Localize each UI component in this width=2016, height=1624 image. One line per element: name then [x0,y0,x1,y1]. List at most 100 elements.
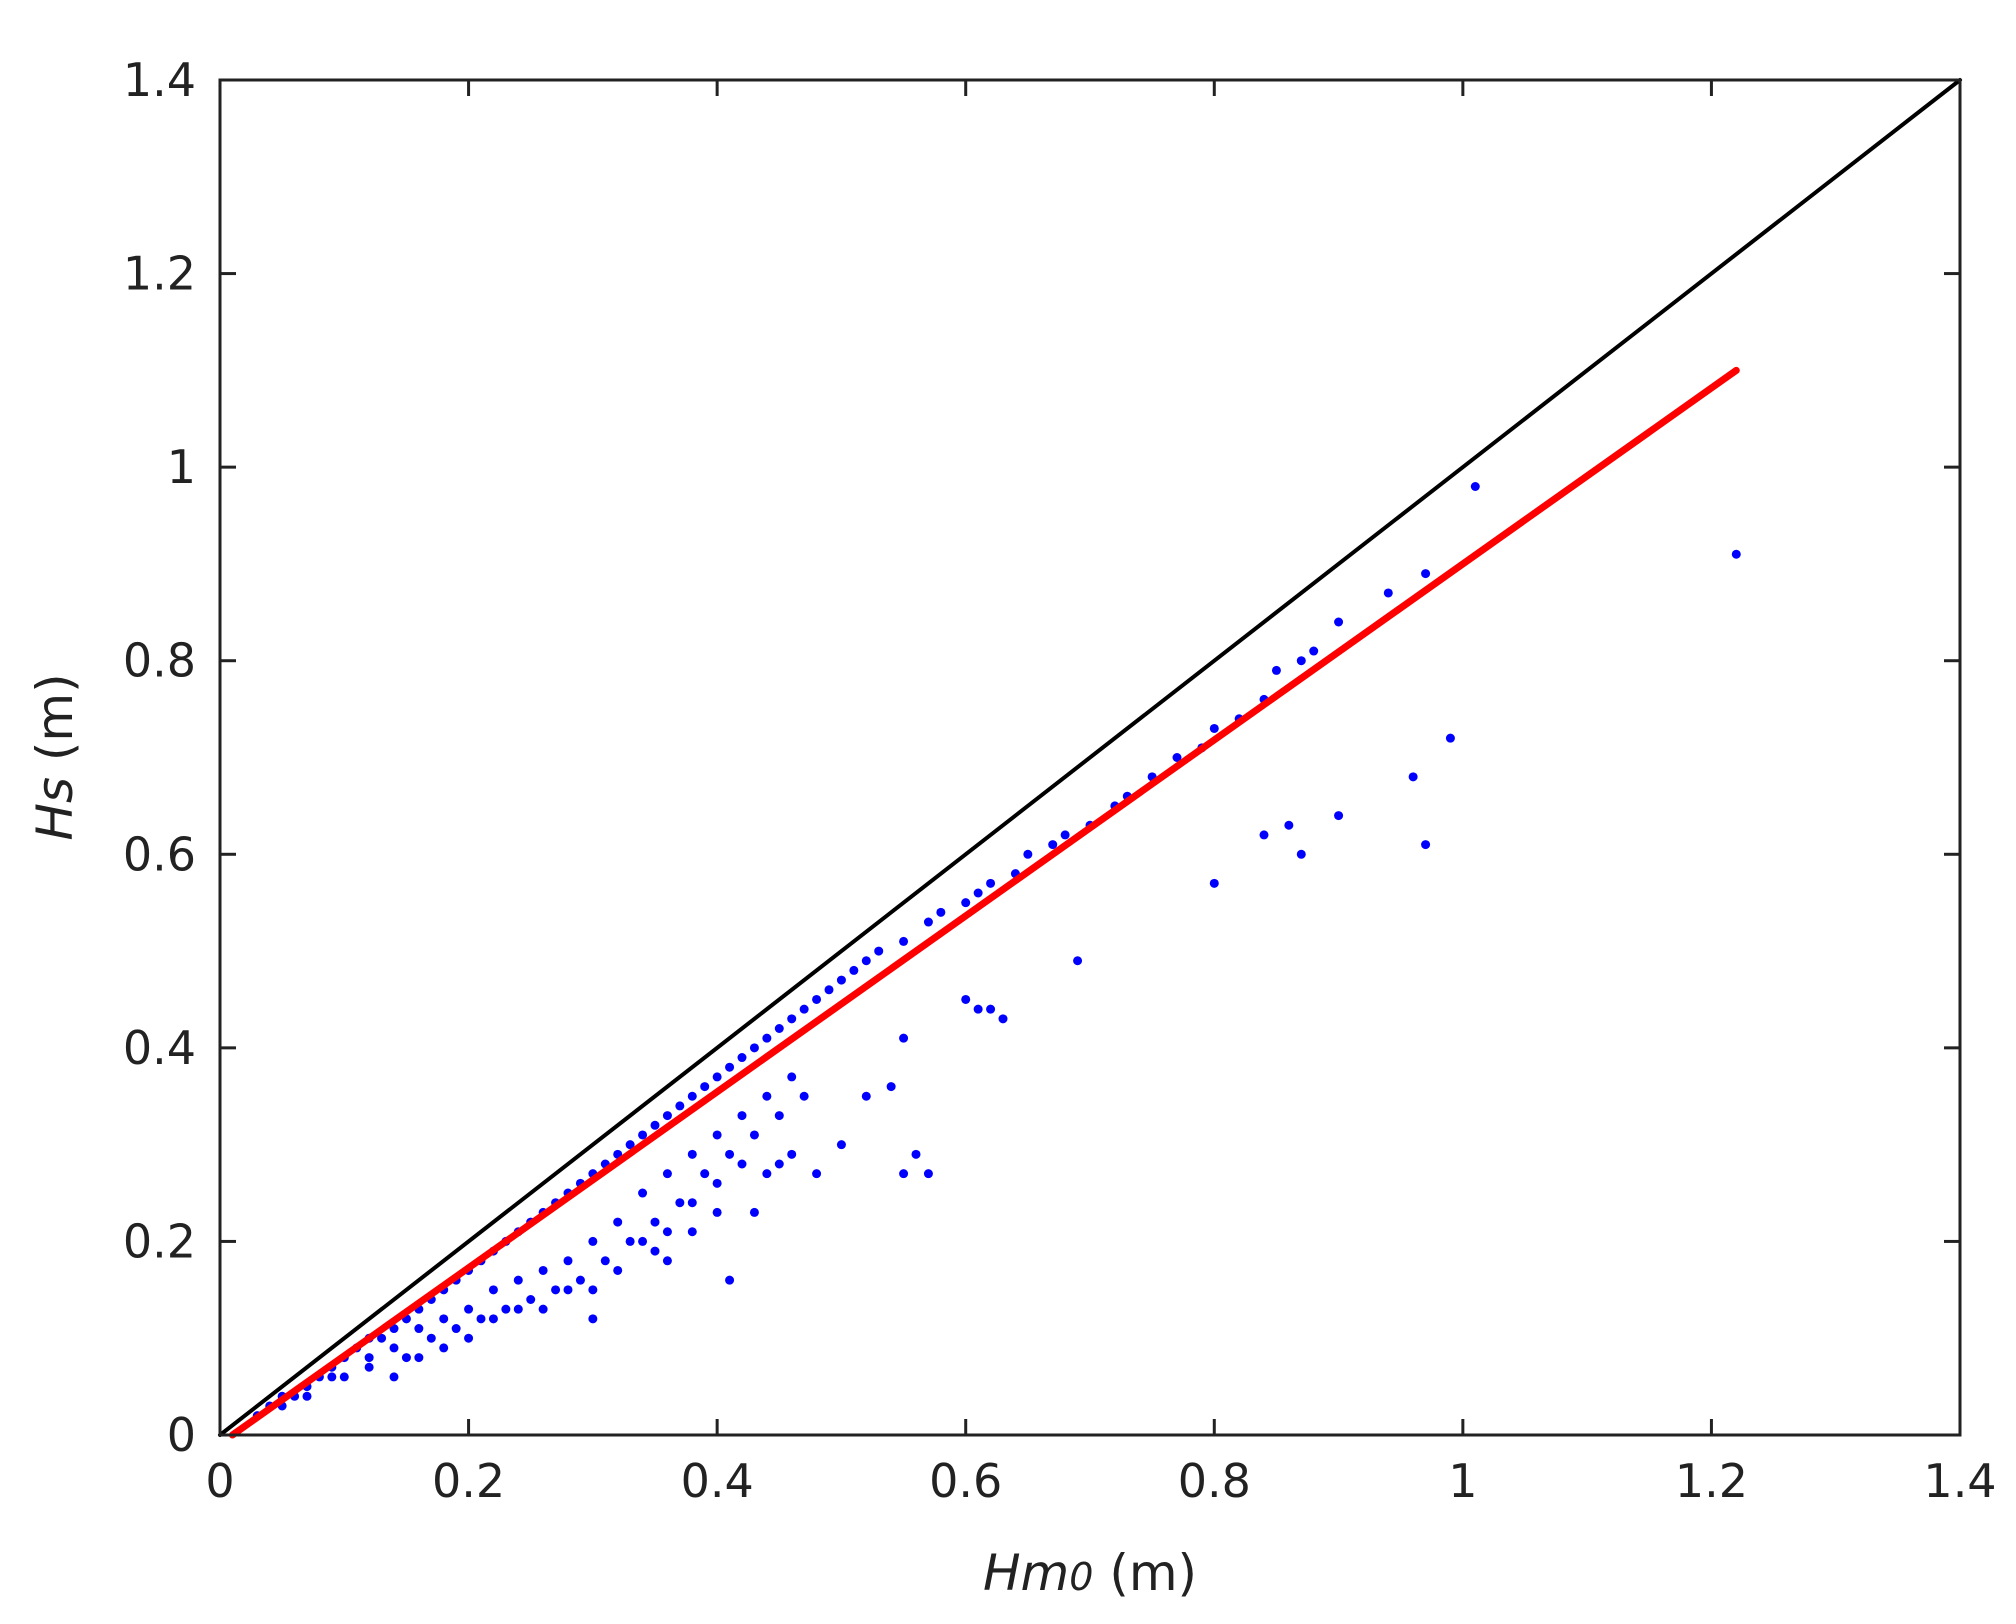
data-point [923,1169,933,1179]
data-point [836,1140,846,1150]
data-point [787,1014,797,1024]
data-point [687,1091,697,1101]
x-tick-label: 0 [205,1454,234,1508]
y-tick-label: 0.6 [123,827,196,881]
x-axis-title-subscript: 0 [1069,1555,1093,1599]
data-point [1334,811,1344,821]
data-point [1023,849,1033,859]
data-point [973,888,983,898]
data-point [712,1178,722,1188]
data-point [501,1304,511,1314]
data-point [1731,549,1741,559]
data-point [638,1130,648,1140]
data-point [625,1236,635,1246]
data-point [700,1082,710,1092]
y-axis-title-main: Hs [26,777,84,841]
x-tick-label: 0.8 [1178,1454,1251,1508]
data-point [401,1353,411,1363]
x-tick-label: 1.2 [1675,1454,1748,1508]
series-layer [218,78,1962,1439]
data-point [861,956,871,966]
data-point [1421,840,1431,850]
y-tick-label: 1.4 [123,53,196,107]
data-point [762,1091,772,1101]
data-point [799,1004,809,1014]
x-tick-label: 1.4 [1923,1454,1996,1508]
data-point [1172,753,1182,762]
data-point [575,1275,585,1285]
data-point [899,936,909,946]
data-point [836,975,846,985]
data-point [725,1149,735,1159]
data-point [1421,569,1431,579]
data-point [1073,956,1083,966]
data-point [650,1246,660,1256]
data-point [588,1314,598,1324]
data-point [538,1265,548,1275]
y-tick-label: 0 [167,1408,196,1462]
data-point [1296,849,1306,859]
data-point [762,1169,772,1179]
data-point [1470,482,1480,491]
data-point [650,1217,660,1227]
y-tick-label: 0.8 [123,634,196,688]
data-point [638,1188,648,1198]
data-point [339,1372,349,1382]
data-point [526,1295,536,1304]
data-point [774,1111,784,1121]
data-point [662,1227,672,1237]
data-point [426,1333,436,1343]
y-tick-label: 1.2 [123,247,196,301]
data-point [675,1198,685,1208]
data-point [774,1159,784,1169]
data-point [861,1091,871,1101]
data-point [662,1111,672,1121]
data-point [973,1004,983,1014]
data-point [1048,840,1058,850]
data-point [389,1343,399,1353]
data-point [961,898,971,908]
data-point [1209,878,1219,888]
data-point [1309,646,1319,656]
data-point [538,1304,548,1314]
data-point [824,985,834,995]
data-point [513,1304,523,1314]
x-axis-title-main: Hm [983,1544,1069,1602]
data-point [812,1169,822,1179]
data-point [749,1043,759,1053]
data-point [687,1227,697,1237]
data-point [687,1149,697,1159]
data-point [712,1130,722,1140]
data-point [650,1120,660,1130]
data-point [737,1111,747,1121]
data-point [414,1324,424,1334]
x-tick-label: 0.2 [432,1454,505,1508]
data-point [812,994,822,1004]
data-point [464,1333,474,1343]
data-point [439,1343,449,1353]
data-point [488,1314,498,1324]
y-tick-label: 0.4 [123,1021,196,1075]
data-point [936,907,946,917]
data-point [588,1236,598,1246]
data-point [1445,733,1455,743]
data-point [1408,772,1418,782]
data-point [899,1169,909,1179]
x-axis-title-unit: (m) [1093,1544,1197,1602]
x-tick-label: 0.4 [681,1454,754,1508]
data-point [551,1285,561,1295]
data-point [327,1372,337,1382]
data-point [749,1130,759,1140]
data-point [725,1062,735,1072]
data-point [476,1314,486,1324]
data-point [638,1236,648,1246]
data-point [886,1082,896,1092]
data-point [439,1314,449,1324]
data-point [774,1024,784,1033]
data-point [488,1285,498,1295]
data-point [1209,723,1219,733]
data-point [513,1275,523,1285]
data-point [1271,665,1281,675]
y-tick-label: 0.2 [123,1214,196,1268]
